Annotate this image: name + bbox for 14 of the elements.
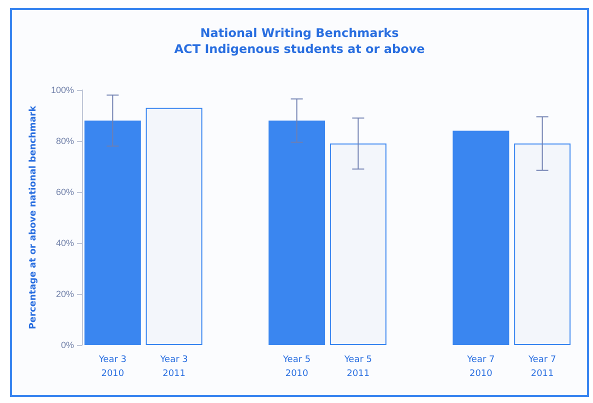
x-tick-label: Year 7 2011 xyxy=(527,355,556,379)
y-axis-title: Percentage at or above national benchmark xyxy=(28,104,38,330)
x-tick-label: Year 5 2011 xyxy=(343,355,372,379)
x-tick-label: Year 3 2011 xyxy=(159,355,188,379)
y-tick-label: 0% xyxy=(60,340,74,350)
x-tick-label: Year 5 2010 xyxy=(282,355,311,379)
chart-title: National Writing Benchmarks ACT Indigenous students at or above xyxy=(174,26,425,56)
y-tick-label: 60% xyxy=(56,187,74,197)
y-tick-label: 100% xyxy=(50,85,74,95)
x-tick-label: Year 7 2010 xyxy=(466,355,495,379)
y-tick-label: 40% xyxy=(56,238,74,248)
y-tick-label: 80% xyxy=(56,136,74,146)
y-tick-label: 20% xyxy=(56,289,74,299)
x-tick-label: Year 3 2010 xyxy=(98,355,127,379)
